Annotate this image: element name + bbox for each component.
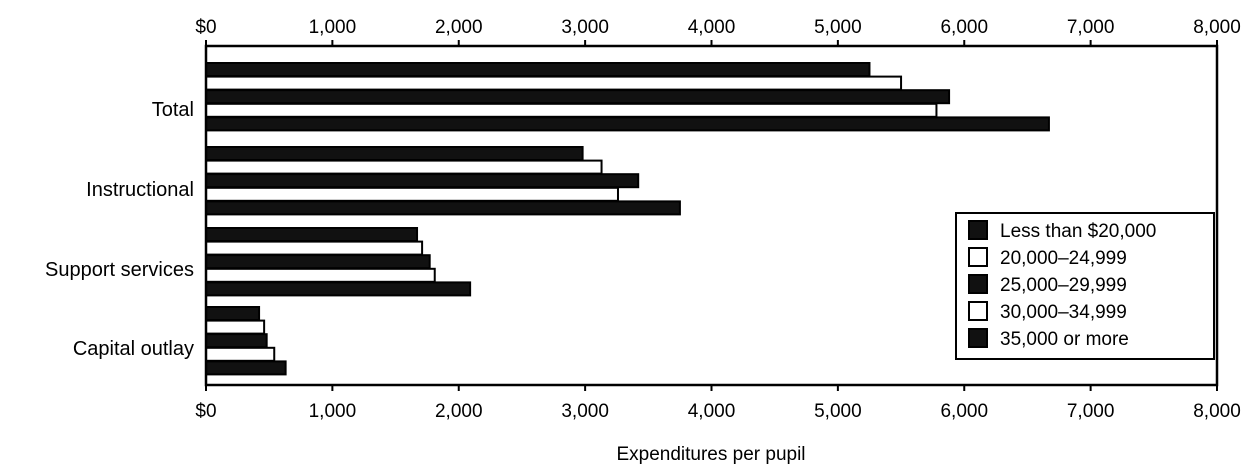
bar [205,306,261,321]
bottom-tick-label: 1,000 [309,401,357,422]
legend-label: 30,000–34,999 [1000,302,1127,323]
bar [205,75,903,91]
bar [205,116,1050,132]
bar [205,186,619,202]
bottom-tick-label: 6,000 [940,401,988,422]
top-tick-label: 8,000 [1193,17,1241,38]
legend-label: 35,000 or more [1000,329,1129,350]
bar [205,89,951,105]
bar [205,173,640,189]
bar [205,62,871,77]
bar [205,227,419,242]
bar [205,333,268,349]
legend-label: 25,000–29,999 [1000,275,1127,296]
bar [205,200,681,216]
bar [205,267,436,283]
top-tick-label: 2,000 [435,17,483,38]
top-tick-label: 6,000 [940,17,988,38]
top-tick-label: 5,000 [814,17,862,38]
x-axis-title: Expenditures per pupil [616,444,805,465]
bar [205,146,584,161]
legend-swatch [968,274,988,294]
legend: Less than $20,000 20,000–24,999 25,000–29,… [955,212,1215,360]
legend-box [955,212,1215,360]
bottom-tick-label: 3,000 [561,401,609,422]
bar [205,159,603,175]
category-labels: Total Instructional Support services Capita… [45,99,194,360]
bar [205,254,431,270]
legend-swatch [968,301,988,321]
category-label: Capital outlay [73,338,194,360]
bottom-tick-label: 4,000 [688,401,736,422]
legend-swatch [968,220,988,240]
bottom-tick-label: 2,000 [435,401,483,422]
bottom-tick-label: $0 [195,401,216,422]
top-tick-label: 3,000 [561,17,609,38]
bottom-axis: $0 1,000 2,000 3,000 4,000 5,000 6,000 7,000 8,0… [195,385,1241,422]
legend-swatch [968,247,988,267]
top-tick-label: 7,000 [1067,17,1115,38]
bars [205,62,1050,376]
bar [205,346,276,362]
bar [205,240,424,256]
bar [205,319,266,335]
bottom-tick-label: 5,000 [814,401,862,422]
legend-label: Less than $20,000 [1000,221,1156,242]
bottom-tick-label: 7,000 [1067,401,1115,422]
top-tick-label: 1,000 [309,17,357,38]
bar [205,360,287,376]
legend-label: 20,000–24,999 [1000,248,1127,269]
category-label: Support services [45,259,194,281]
bar [205,102,938,118]
top-tick-label: $0 [195,17,216,38]
bottom-tick-label: 8,000 [1193,401,1241,422]
top-axis: $0 1,000 2,000 3,000 4,000 5,000 6,000 7,000 8,0… [195,17,1241,46]
plot-frame [204,44,1219,387]
category-label: Total [152,99,194,121]
bar [205,281,472,297]
top-tick-label: 4,000 [688,17,736,38]
legend-swatch [968,328,988,348]
category-label: Instructional [86,179,194,201]
